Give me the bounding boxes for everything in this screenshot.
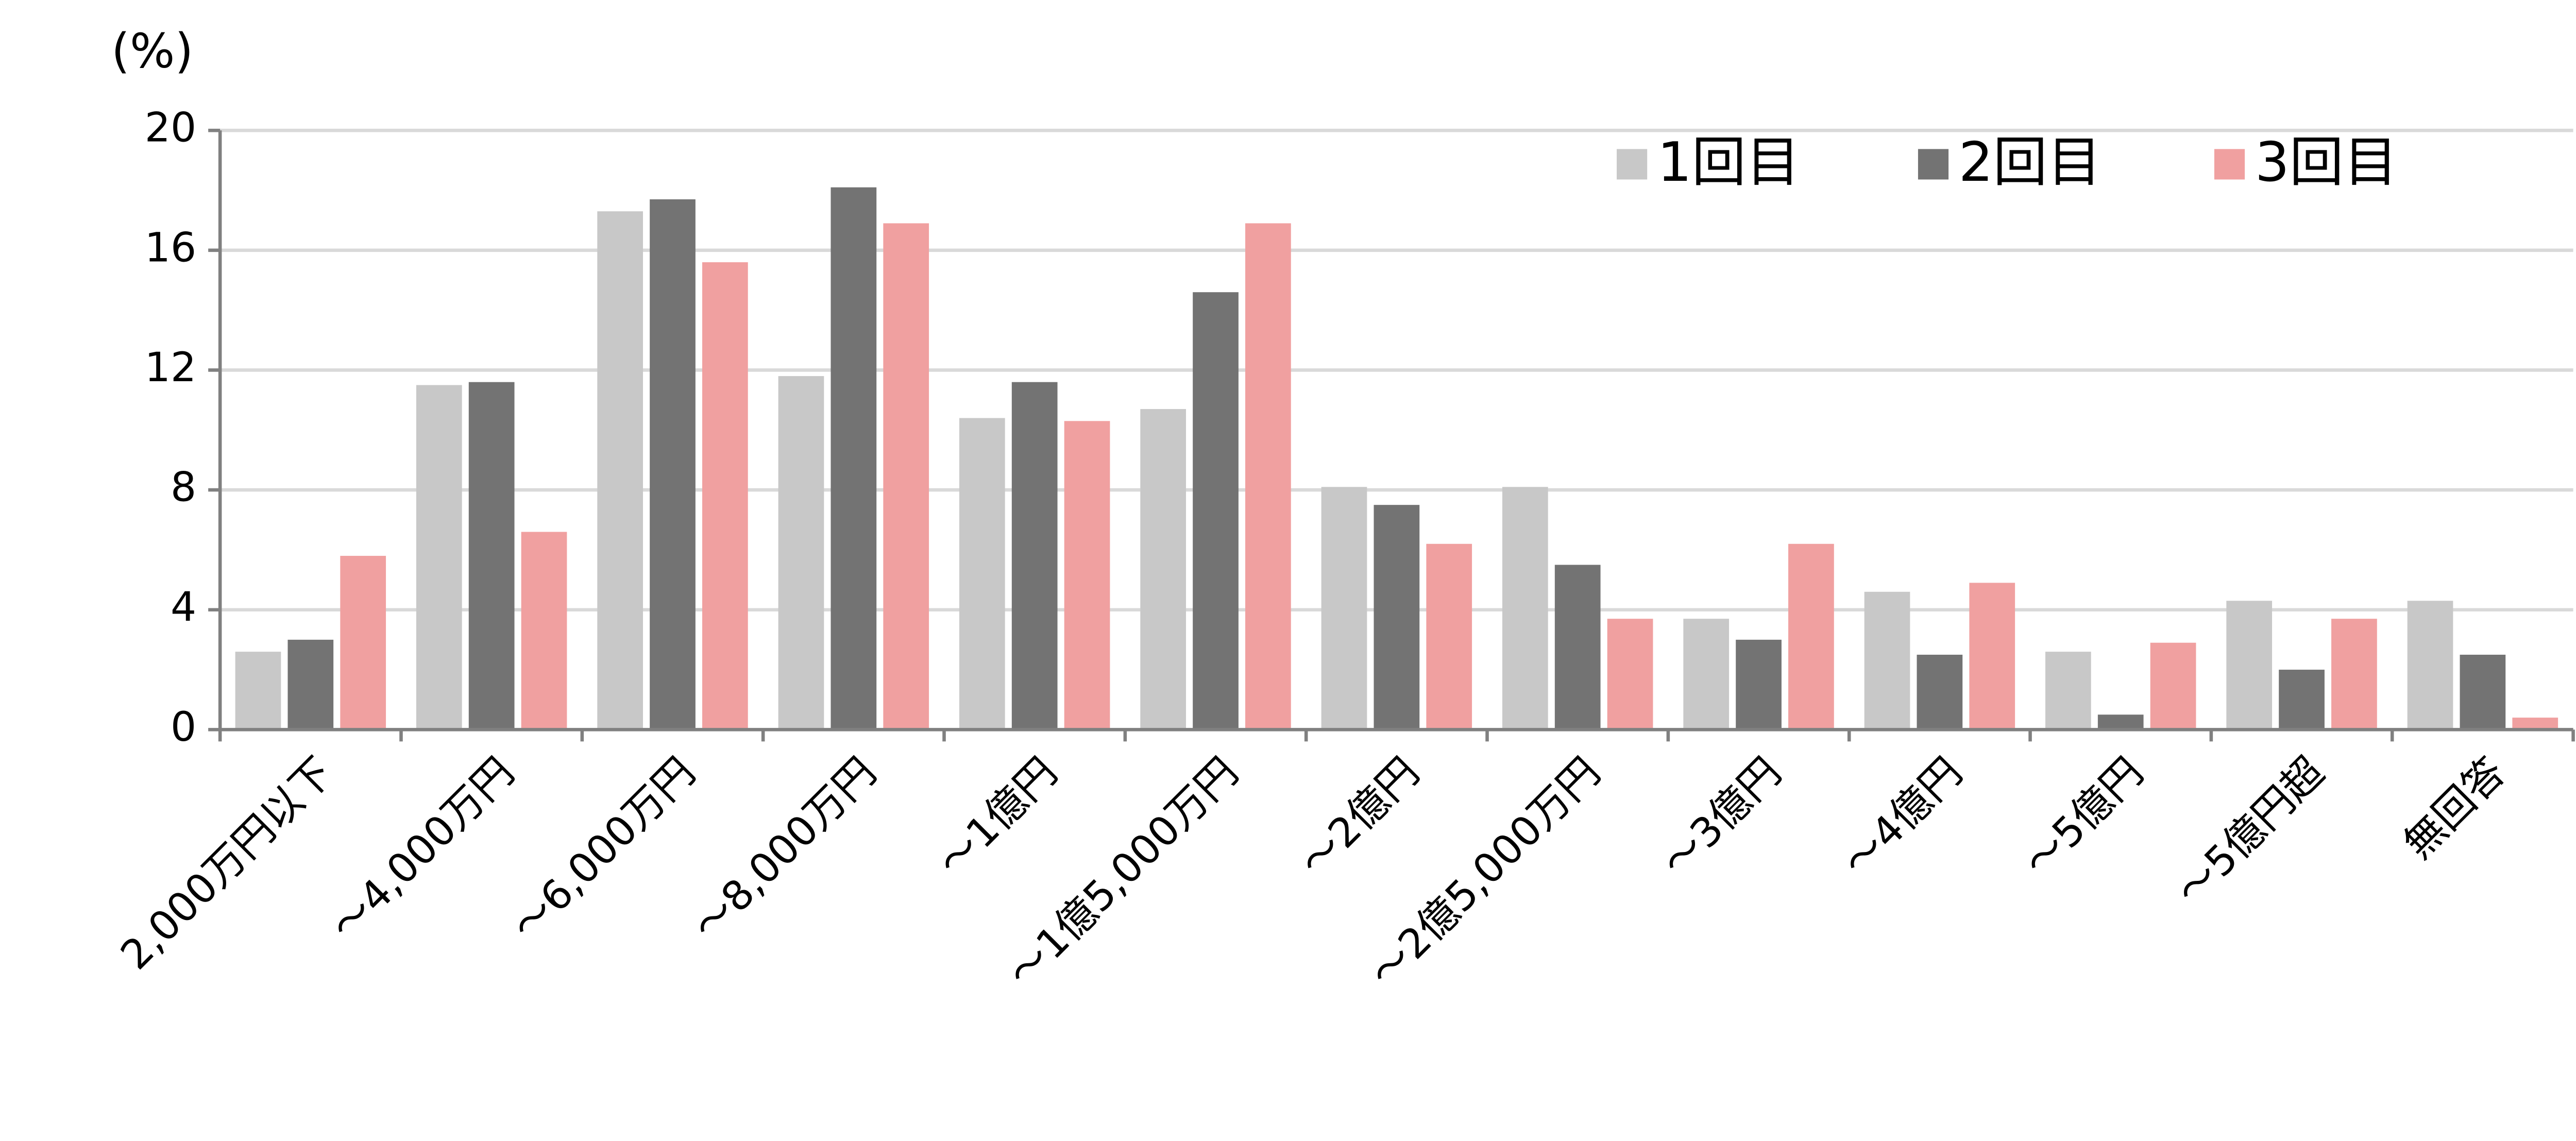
bar: [2279, 670, 2325, 730]
bar: [1864, 591, 1910, 730]
legend-label: 1回目: [1657, 130, 1800, 194]
bar: [1321, 487, 1367, 730]
bar: [597, 211, 643, 730]
y-tick-label: 0: [171, 703, 196, 751]
legend-label: 3回目: [2255, 130, 2398, 194]
x-tick-label: 2,000万円以下: [112, 748, 343, 979]
bar: [883, 223, 929, 730]
y-tick-label: 16: [145, 224, 196, 271]
bar: [1374, 505, 1420, 730]
bar: [1554, 565, 1601, 730]
bar: [521, 532, 567, 730]
x-tick-label: ～4億円: [1834, 748, 1972, 886]
bar: [1969, 583, 2015, 730]
bar: [468, 382, 515, 730]
bar: [1426, 543, 1472, 730]
y-tick-label: 20: [145, 104, 196, 151]
bar: [416, 385, 462, 730]
legend-swatch: [2214, 149, 2245, 180]
bar: [2226, 601, 2273, 730]
bar: [2460, 654, 2506, 730]
bar: [650, 199, 696, 730]
bar: [2407, 601, 2453, 730]
bar: [2045, 652, 2091, 730]
bar: [287, 639, 334, 730]
bar: [1193, 292, 1239, 730]
bar: [831, 187, 877, 730]
x-tick-label: ～5億円超: [2166, 748, 2333, 915]
bar: [1245, 223, 1291, 730]
x-tick-label: ～5億円: [2014, 748, 2153, 886]
bar: [1607, 619, 1653, 730]
bar: [1788, 543, 1834, 730]
bar: [235, 652, 281, 730]
bar: [1736, 639, 1782, 730]
legend-label: 2回目: [1959, 130, 2102, 194]
bar: [778, 376, 824, 730]
x-tick-label: ～1億円: [928, 748, 1066, 886]
x-tick-label: ～2億円: [1291, 748, 1429, 886]
bar: [2512, 718, 2558, 730]
x-tick-label: ～4,000万円: [321, 748, 523, 950]
bar: [2097, 714, 2144, 730]
bar: [340, 556, 386, 730]
bar: [2331, 619, 2377, 730]
bar: [1917, 654, 1963, 730]
bar: [1140, 409, 1187, 730]
bar: [702, 262, 748, 730]
x-tick-label: ～6,000万円: [502, 748, 704, 950]
y-axis-label: (%): [111, 24, 193, 79]
y-tick-label: 8: [171, 464, 196, 511]
bar: [1502, 487, 1548, 730]
legend-swatch: [1918, 149, 1949, 180]
y-tick-label: 12: [145, 344, 196, 391]
bar: [2150, 642, 2196, 730]
legend-swatch: [1617, 149, 1648, 180]
bar: [959, 418, 1005, 730]
bar: [1064, 421, 1110, 730]
x-tick-label: ～3億円: [1652, 748, 1790, 886]
bar: [1683, 619, 1730, 730]
bar: [1011, 382, 1058, 730]
y-tick-label: 4: [171, 583, 196, 631]
x-tick-label: 無回答: [2395, 748, 2514, 867]
x-tick-label: ～8,000万円: [683, 748, 885, 950]
